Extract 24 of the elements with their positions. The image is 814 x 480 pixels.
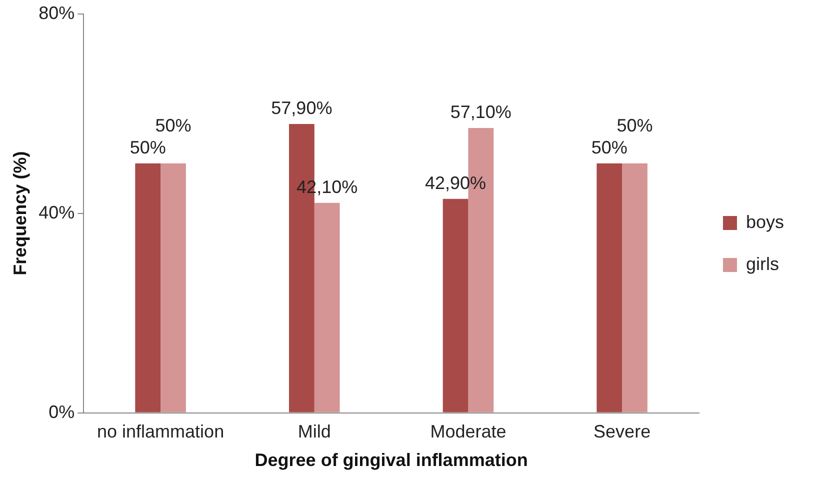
- legend-label: boys: [746, 212, 784, 232]
- data-label: 50%: [616, 115, 653, 136]
- data-label: 50%: [591, 137, 628, 158]
- x-tick-label: Mild: [298, 422, 331, 442]
- x-tick-label: Severe: [594, 422, 651, 442]
- y-tick-label: 80%: [38, 2, 75, 23]
- bar: [622, 163, 648, 412]
- y-tick-label: 40%: [38, 202, 75, 222]
- x-axis-title: Degree of gingival inflammation: [254, 450, 528, 470]
- y-axis-title: Frequency (%): [10, 151, 30, 276]
- bar: [160, 163, 186, 412]
- data-label: 50%: [155, 115, 192, 136]
- bar: [314, 202, 340, 412]
- legend-label: girls: [746, 254, 779, 274]
- x-tick-label: no inflammation: [97, 422, 224, 442]
- data-label: 50%: [130, 137, 166, 158]
- data-label: 57,10%: [450, 102, 512, 122]
- data-label: 57,90%: [271, 98, 332, 118]
- bar: [442, 198, 468, 412]
- data-label: 42,90%: [425, 172, 486, 193]
- y-tick-label: 0%: [48, 402, 75, 422]
- x-tick-label: Moderate: [430, 422, 506, 442]
- bar: [135, 163, 161, 412]
- bar: [596, 163, 622, 412]
